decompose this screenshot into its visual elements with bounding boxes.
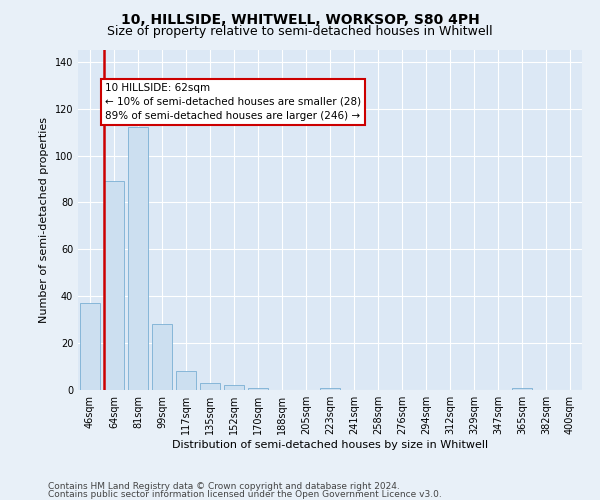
- Bar: [248, 388, 268, 390]
- Text: Contains public sector information licensed under the Open Government Licence v3: Contains public sector information licen…: [48, 490, 442, 499]
- Bar: [320, 388, 340, 390]
- Bar: [176, 371, 196, 390]
- Bar: [224, 386, 244, 390]
- Bar: [80, 303, 100, 390]
- Y-axis label: Number of semi-detached properties: Number of semi-detached properties: [39, 117, 49, 323]
- Bar: [200, 383, 220, 390]
- Bar: [104, 182, 124, 390]
- Text: Contains HM Land Registry data © Crown copyright and database right 2024.: Contains HM Land Registry data © Crown c…: [48, 482, 400, 491]
- Text: Size of property relative to semi-detached houses in Whitwell: Size of property relative to semi-detach…: [107, 25, 493, 38]
- Bar: [512, 388, 532, 390]
- Bar: [152, 324, 172, 390]
- Bar: [128, 128, 148, 390]
- Text: 10, HILLSIDE, WHITWELL, WORKSOP, S80 4PH: 10, HILLSIDE, WHITWELL, WORKSOP, S80 4PH: [121, 12, 479, 26]
- X-axis label: Distribution of semi-detached houses by size in Whitwell: Distribution of semi-detached houses by …: [172, 440, 488, 450]
- Text: 10 HILLSIDE: 62sqm
← 10% of semi-detached houses are smaller (28)
89% of semi-de: 10 HILLSIDE: 62sqm ← 10% of semi-detache…: [105, 83, 361, 121]
